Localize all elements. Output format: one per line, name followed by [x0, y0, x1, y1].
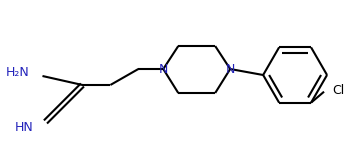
Text: N: N	[226, 62, 235, 75]
Text: N: N	[158, 62, 168, 75]
Text: Cl: Cl	[332, 84, 344, 97]
Text: H₂N: H₂N	[6, 66, 30, 79]
Text: HN: HN	[15, 121, 34, 134]
